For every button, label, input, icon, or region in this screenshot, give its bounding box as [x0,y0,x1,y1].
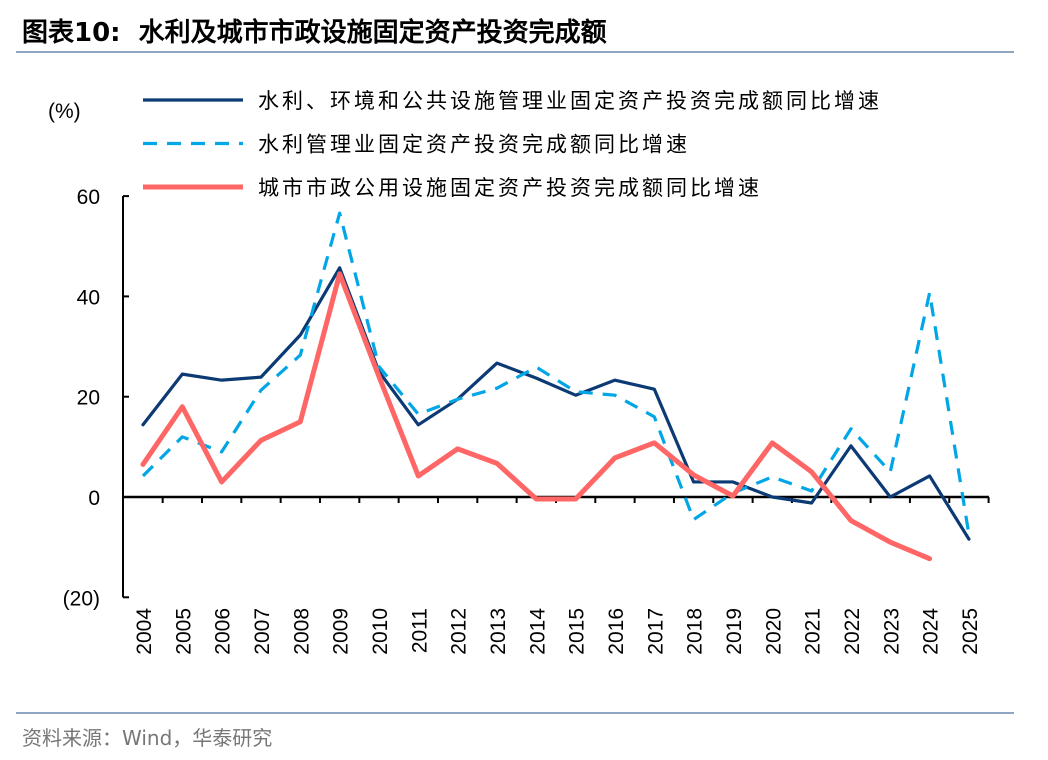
footer-divider [16,712,1014,714]
x-tick-label: 2016 [605,608,628,655]
legend-label-3: 城市市政公用设施固定资产投资完成额同比增速 [258,176,762,200]
series-line-1 [141,266,971,541]
x-tick-label: 2006 [212,608,235,655]
x-tick-label: 2014 [526,608,549,655]
x-tick-label: 2023 [880,608,903,655]
y-tick-label: 60 [77,186,100,209]
x-tick-label: 2011 [408,608,431,653]
series-line-3 [140,271,933,562]
title-divider [16,51,1014,53]
x-tick-label: 2005 [172,608,195,655]
source-note: 资料来源：Wind，华泰研究 [22,726,273,750]
x-tick-label: 2007 [251,608,274,655]
x-tick-label: 2018 [684,608,707,655]
x-tick-label: 2021 [802,608,825,655]
x-tick-label: 2017 [644,608,667,655]
x-tick-label: 2022 [841,608,864,655]
x-tick-label: 2013 [487,608,510,655]
series-line-2 [141,211,971,535]
x-tick-label: 2004 [133,608,156,655]
x-tick-label: 2009 [330,608,353,655]
y-tick-label: 0 [88,487,100,510]
x-tick-label: 2025 [959,608,982,655]
y-tick-label: 40 [77,286,100,309]
x-tick-label: 2008 [290,608,313,655]
x-tick-label: 2010 [369,608,392,655]
y-axis-label: (%) [48,100,81,123]
x-tick-label: 2012 [448,608,471,655]
y-tick-label: (20) [63,587,100,610]
x-tick-label: 2024 [920,608,943,655]
legend-label-1: 水利、环境和公共设施管理业固定资产投资完成额同比增速 [258,89,882,113]
chart-title: 图表10: 水利及城市市政设施固定资产投资完成额 [22,18,607,48]
y-tick-label: 20 [77,387,100,410]
legend-label-2: 水利管理业固定资产投资完成额同比增速 [258,133,690,157]
x-tick-label: 2015 [566,608,589,655]
x-tick-label: 2020 [762,608,785,655]
x-tick-label: 2019 [723,608,746,655]
